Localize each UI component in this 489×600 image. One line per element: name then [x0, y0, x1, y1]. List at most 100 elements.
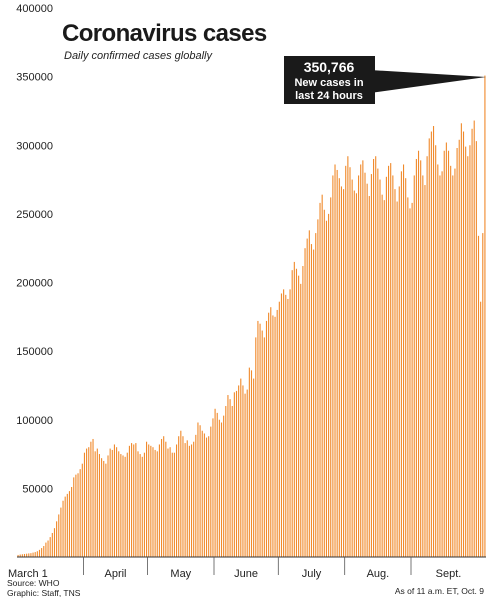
bar	[338, 178, 340, 557]
bar	[370, 174, 372, 557]
bar	[475, 141, 477, 557]
bar	[66, 493, 68, 557]
bar	[381, 194, 383, 557]
bar	[345, 165, 347, 557]
bar	[375, 156, 377, 558]
x-tick-label: June	[234, 568, 258, 580]
bar	[165, 441, 167, 557]
bar	[347, 156, 349, 558]
bar	[238, 385, 240, 557]
callout-line2: last 24 hours	[295, 90, 363, 102]
bar	[26, 553, 28, 557]
bar	[300, 283, 302, 557]
bar	[323, 209, 325, 557]
bar	[49, 537, 51, 557]
bar	[422, 175, 424, 557]
bar	[366, 183, 368, 557]
bar	[154, 449, 156, 557]
bar	[197, 422, 199, 557]
bar	[428, 138, 430, 557]
bar	[392, 175, 394, 557]
bar	[295, 268, 298, 557]
bar	[208, 436, 210, 557]
bar	[426, 156, 428, 558]
bar	[128, 445, 130, 557]
bar	[150, 445, 152, 557]
bar	[62, 500, 64, 557]
bar	[255, 337, 257, 557]
bar	[58, 514, 60, 557]
bar	[36, 551, 38, 557]
chart-title: Coronavirus cases	[62, 20, 267, 47]
bar	[137, 451, 139, 557]
bar	[195, 434, 197, 557]
y-tick-label: 400000	[16, 3, 53, 15]
bar	[68, 491, 71, 557]
bar	[477, 235, 480, 557]
bar	[407, 197, 409, 557]
bar	[321, 194, 323, 557]
bar	[473, 120, 475, 557]
bar	[32, 552, 34, 557]
bar	[439, 175, 441, 557]
bar	[143, 452, 145, 557]
bar	[332, 175, 334, 557]
bar	[405, 178, 407, 557]
y-tick-label: 100000	[16, 415, 53, 427]
bar	[248, 367, 250, 557]
bar	[23, 553, 26, 557]
bar	[373, 158, 375, 558]
bar	[28, 553, 30, 557]
bar	[199, 425, 201, 557]
bar	[409, 208, 411, 557]
bar	[203, 433, 205, 557]
bar	[283, 289, 285, 557]
bar	[358, 175, 360, 557]
bar	[124, 456, 126, 557]
bar	[73, 477, 75, 557]
bar	[88, 447, 90, 557]
bar	[362, 160, 364, 557]
bar	[383, 200, 385, 557]
bar	[443, 150, 445, 558]
bar	[210, 426, 212, 557]
bar	[441, 171, 443, 557]
bar	[388, 165, 390, 557]
bar	[261, 330, 263, 557]
bar	[308, 230, 310, 557]
callout: 350,766 New cases in last 24 hours	[284, 56, 486, 104]
bar	[353, 190, 355, 558]
bar	[107, 455, 109, 557]
bar	[437, 164, 439, 557]
bar	[175, 444, 178, 557]
y-tick-label: 350000	[16, 72, 53, 84]
bar	[94, 451, 96, 557]
bar	[452, 175, 454, 557]
bar	[484, 75, 486, 557]
bar	[417, 150, 420, 558]
callout-value: 350,766	[304, 59, 355, 75]
bar	[360, 164, 362, 557]
y-tick-label: 250000	[16, 209, 53, 221]
bar	[447, 150, 450, 558]
bar	[83, 452, 86, 557]
bar	[364, 172, 366, 557]
bar	[116, 447, 118, 557]
bar	[141, 456, 143, 557]
bar	[126, 452, 128, 557]
bar	[122, 455, 124, 557]
bar	[77, 473, 79, 557]
bar	[158, 444, 160, 557]
bar	[377, 168, 379, 557]
x-tick-label: July	[302, 568, 322, 580]
bar	[274, 316, 276, 557]
bar	[411, 202, 413, 557]
bar	[184, 443, 186, 557]
bar	[334, 164, 336, 557]
bar	[178, 436, 180, 557]
bar	[98, 454, 100, 557]
bar	[163, 436, 165, 557]
bar	[259, 323, 261, 557]
bar	[310, 244, 313, 557]
